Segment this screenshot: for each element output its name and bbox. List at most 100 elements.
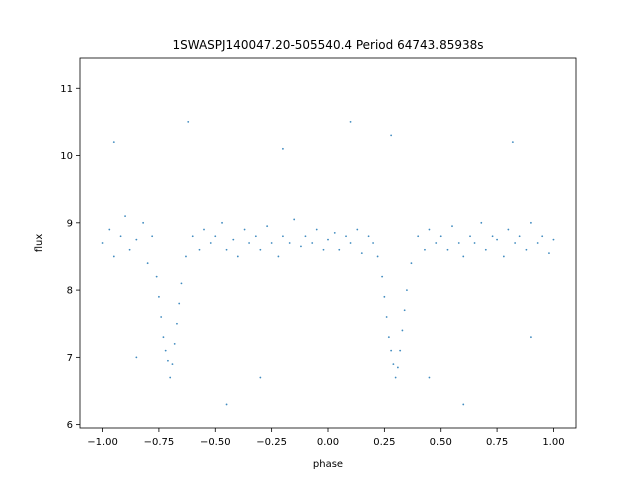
chart-title: 1SWASPJ140047.20-505540.4 Period 64743.8… (172, 38, 483, 52)
data-point (410, 262, 413, 265)
data-point (214, 235, 217, 238)
data-point (552, 238, 555, 241)
y-tick-label: 7 (67, 353, 73, 364)
data-point (158, 295, 160, 298)
y-tick-label: 10 (60, 151, 73, 162)
data-point (381, 275, 384, 278)
data-point (349, 242, 352, 244)
data-point (277, 255, 280, 258)
data-point (399, 349, 402, 352)
data-point (243, 228, 246, 231)
data-point (101, 242, 104, 244)
data-point (385, 316, 388, 318)
data-point (536, 242, 539, 244)
data-point (451, 225, 453, 228)
data-point (338, 248, 341, 251)
data-point (288, 242, 291, 244)
data-point (349, 121, 352, 123)
data-point (180, 282, 183, 285)
y-tick-label: 11 (60, 84, 73, 95)
data-point (236, 255, 239, 258)
data-point (232, 238, 235, 241)
data-point (417, 235, 420, 238)
data-point (327, 238, 329, 241)
y-axis-label: flux (34, 234, 45, 253)
data-point (119, 235, 122, 238)
data-point (171, 363, 174, 365)
data-point (322, 248, 325, 251)
data-point (514, 242, 517, 244)
data-point (530, 221, 532, 224)
data-point (225, 248, 228, 251)
data-point (469, 235, 471, 238)
data-point (203, 228, 205, 231)
data-point (112, 141, 115, 143)
data-point (169, 376, 172, 379)
data-point (221, 221, 223, 224)
data-point (178, 302, 181, 305)
data-point (282, 235, 284, 238)
data-point (401, 329, 404, 332)
y-tick-label: 8 (67, 286, 73, 297)
data-point (270, 242, 273, 244)
y-tick-label: 6 (67, 420, 73, 431)
x-tick-label: 0.50 (430, 437, 452, 448)
x-tick-label: 1.00 (542, 437, 564, 448)
data-point (112, 255, 115, 258)
data-point (480, 221, 483, 224)
x-tick-label: −0.50 (200, 437, 231, 448)
data-point (311, 242, 314, 244)
x-tick-label: −0.75 (144, 437, 175, 448)
data-point (164, 349, 167, 352)
x-tick-label: −1.00 (87, 437, 118, 448)
data-point (473, 242, 476, 244)
data-point (507, 228, 510, 231)
data-point (484, 248, 487, 251)
points-layer (101, 121, 555, 406)
data-point (124, 215, 126, 217)
data-point (406, 289, 408, 291)
data-point (146, 262, 149, 265)
data-point (128, 248, 131, 251)
data-point (392, 363, 395, 365)
data-point (160, 316, 163, 318)
data-point (518, 235, 521, 238)
data-point (259, 376, 262, 379)
data-point (496, 238, 498, 241)
data-point (162, 336, 165, 339)
data-point (266, 225, 269, 228)
data-point (360, 252, 363, 254)
data-point (376, 255, 379, 258)
data-point (390, 349, 393, 352)
plot-frame (79, 57, 577, 429)
data-point (300, 245, 302, 248)
data-point (135, 238, 138, 241)
data-point (462, 255, 465, 258)
y-axis: 6 7 8 9 10 11 (60, 84, 80, 431)
data-point (142, 221, 145, 224)
data-point (173, 343, 176, 345)
x-tick-label: −0.25 (256, 437, 287, 448)
data-point (282, 147, 284, 150)
data-point (530, 336, 532, 339)
x-tick-label: 0.00 (317, 437, 339, 448)
data-point (424, 248, 426, 251)
data-point (511, 141, 514, 143)
data-point (502, 255, 505, 258)
data-point (293, 218, 296, 221)
data-point (176, 322, 178, 325)
data-point (525, 248, 528, 251)
x-axis: −1.00 −0.75 −0.50 −0.25 0.00 0.25 0.50 0.75 1.00 (87, 428, 565, 448)
data-point (304, 235, 307, 238)
data-point (254, 235, 257, 238)
data-point (151, 235, 154, 238)
data-point (198, 248, 201, 251)
x-axis-label: phase (313, 459, 343, 470)
data-point (155, 275, 158, 278)
data-point (457, 242, 460, 244)
data-point (439, 235, 442, 238)
data-point (367, 235, 370, 238)
data-point (248, 242, 250, 244)
data-point (187, 121, 190, 123)
